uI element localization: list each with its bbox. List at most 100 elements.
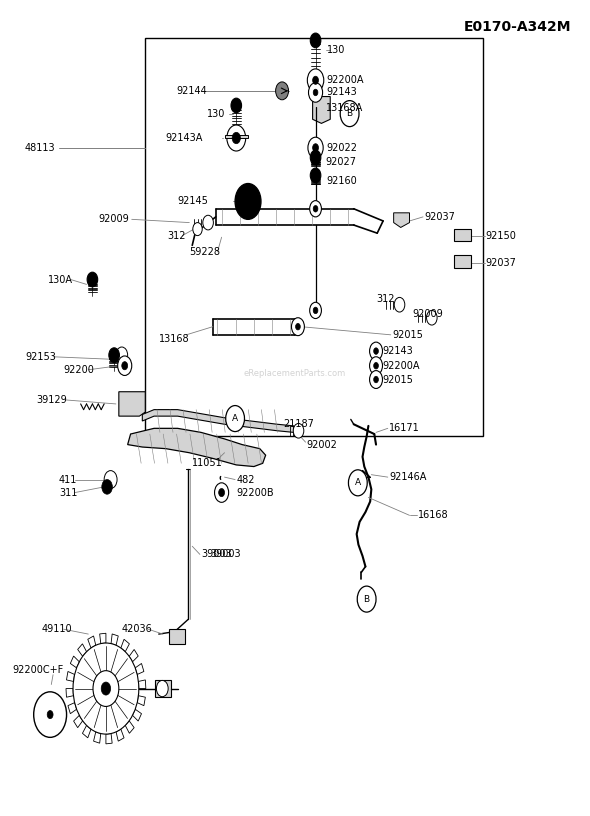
Circle shape [369,342,382,360]
Circle shape [310,168,321,183]
Circle shape [373,348,378,354]
Text: E0170-A342M: E0170-A342M [464,20,571,34]
Circle shape [276,82,289,100]
Circle shape [308,137,323,158]
Text: 92009: 92009 [99,215,129,224]
Polygon shape [125,721,134,734]
Circle shape [358,586,376,612]
Text: 39003: 39003 [210,549,241,560]
Text: 130: 130 [207,109,225,118]
Polygon shape [139,680,146,689]
Text: 482: 482 [236,475,255,485]
Text: 92009: 92009 [412,308,443,319]
Polygon shape [116,730,124,741]
Circle shape [101,682,110,695]
Circle shape [215,483,229,503]
Circle shape [102,480,112,494]
Bar [169,629,185,644]
Text: 59228: 59228 [189,247,220,257]
Polygon shape [454,255,471,268]
Text: eReplacementParts.com: eReplacementParts.com [244,369,346,378]
Text: 39003: 39003 [201,549,232,560]
Polygon shape [88,636,96,648]
Polygon shape [127,428,266,467]
Circle shape [73,643,139,734]
Polygon shape [83,725,91,738]
Bar [145,38,483,437]
Circle shape [369,370,382,388]
Text: 130: 130 [327,45,346,55]
Circle shape [313,206,318,212]
Text: B: B [363,595,370,604]
Text: 130A: 130A [48,274,73,285]
Text: 92200A: 92200A [382,361,419,370]
Circle shape [394,297,405,312]
Polygon shape [135,663,144,675]
Polygon shape [142,410,294,432]
Circle shape [232,132,240,144]
Circle shape [340,100,359,126]
Text: 92015: 92015 [382,375,413,384]
Text: 92200: 92200 [63,365,94,375]
Circle shape [310,33,321,48]
Polygon shape [67,672,75,681]
Text: 92160: 92160 [326,176,357,186]
Text: 92200C+F: 92200C+F [12,665,63,675]
Circle shape [104,471,117,489]
Text: 92144: 92144 [176,86,207,95]
Text: 311: 311 [59,488,77,498]
Circle shape [47,711,53,719]
Text: 16168: 16168 [418,510,449,521]
Polygon shape [66,689,73,697]
Circle shape [116,347,127,363]
Polygon shape [394,213,409,228]
Circle shape [307,69,324,91]
Circle shape [227,125,245,151]
Text: 11051: 11051 [192,459,223,468]
Circle shape [109,348,119,362]
Circle shape [310,150,321,165]
Circle shape [117,356,132,375]
Text: 49110: 49110 [41,624,72,634]
Text: 92027: 92027 [325,157,356,167]
Circle shape [310,302,322,318]
Circle shape [93,671,119,707]
Circle shape [313,89,318,95]
Circle shape [122,361,127,370]
Text: 92150: 92150 [486,231,517,241]
Circle shape [309,82,323,102]
Circle shape [296,323,300,330]
Polygon shape [68,703,77,714]
Circle shape [313,144,319,152]
Circle shape [34,692,67,738]
Text: 42036: 42036 [122,624,153,634]
Polygon shape [454,229,471,242]
Circle shape [291,317,304,335]
Text: 312: 312 [376,294,395,304]
Text: 92153: 92153 [25,352,55,361]
Text: 92022: 92022 [326,143,357,153]
Text: 16171: 16171 [389,424,419,433]
Polygon shape [94,732,101,743]
Text: 92002: 92002 [307,440,337,450]
Circle shape [203,215,214,230]
Polygon shape [70,656,79,667]
Polygon shape [78,644,87,656]
Text: 39129: 39129 [37,395,67,405]
Circle shape [313,76,319,84]
Circle shape [369,357,382,375]
Circle shape [193,223,202,236]
Polygon shape [121,639,129,652]
Circle shape [427,310,437,325]
Polygon shape [137,696,145,706]
Text: 13168A: 13168A [326,103,363,113]
Text: 92143: 92143 [326,87,357,97]
Text: 92146A: 92146A [389,472,427,482]
Circle shape [226,406,244,432]
Circle shape [313,307,318,313]
Text: 13168: 13168 [159,334,189,344]
Circle shape [235,184,261,220]
Polygon shape [111,634,118,645]
Polygon shape [100,633,106,644]
Polygon shape [133,709,142,721]
